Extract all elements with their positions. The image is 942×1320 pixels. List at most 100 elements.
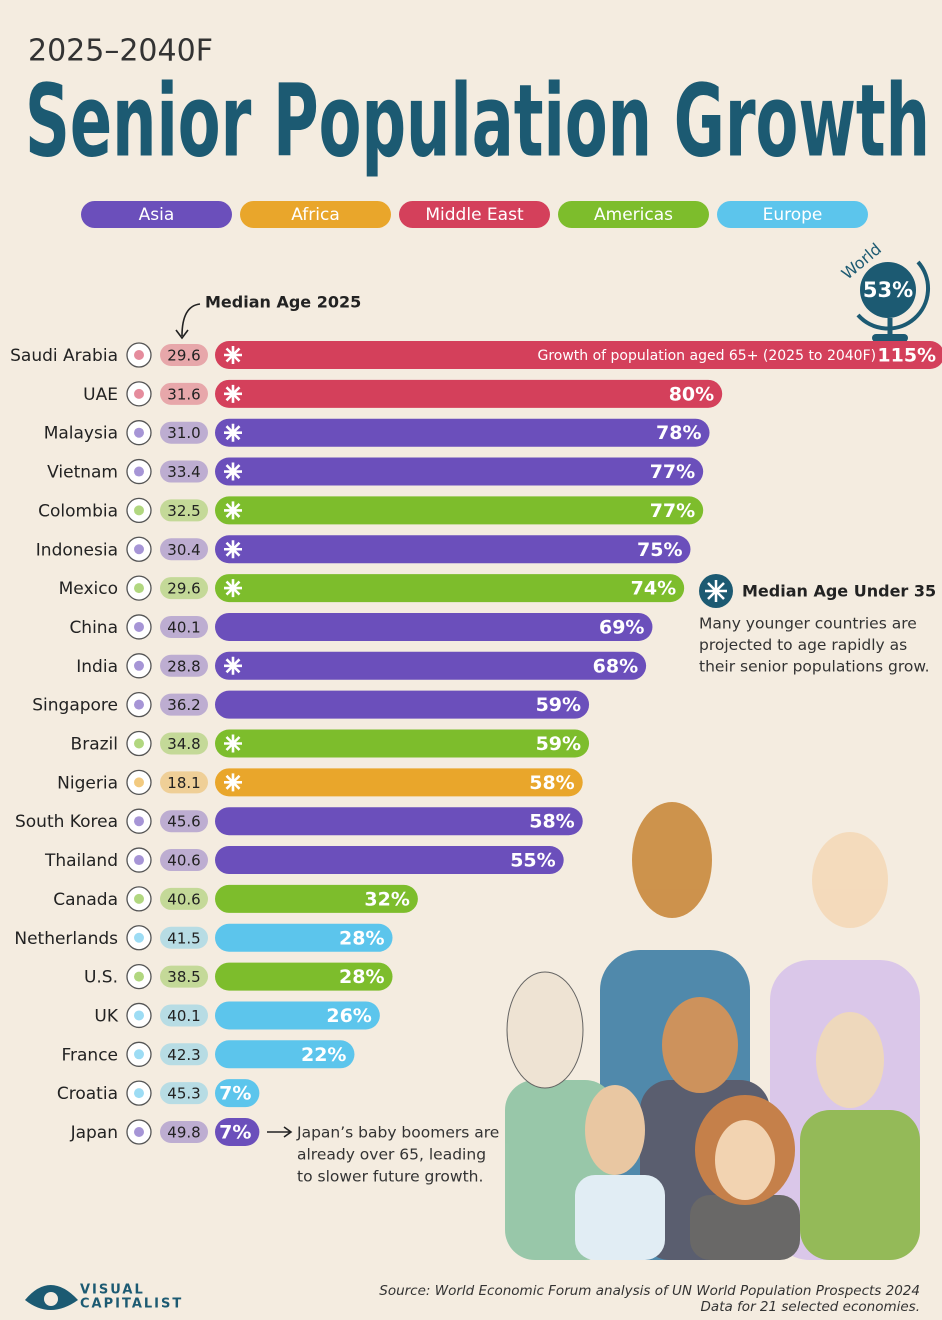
median-age-pill	[160, 1082, 208, 1105]
under-35-marker	[224, 462, 242, 481]
median-age-label: 41.5	[167, 929, 200, 947]
legend-swatch	[717, 201, 868, 228]
bar	[215, 690, 590, 719]
note-title: Median Age Under 35	[742, 582, 936, 601]
country-name: UAE	[83, 385, 118, 405]
value-label: 22%	[301, 1044, 346, 1066]
flag-center	[134, 932, 144, 943]
country-name: Saudi Arabia	[10, 346, 118, 366]
median-age-pill	[160, 421, 208, 444]
median-age-label: 34.8	[167, 735, 200, 753]
median-age-pill	[160, 1121, 208, 1143]
median-age-label: 42.3	[167, 1046, 200, 1064]
value-label: 59%	[536, 694, 581, 716]
country-name: France	[61, 1045, 118, 1065]
under-35-marker	[224, 346, 242, 364]
median-arrow	[175, 303, 201, 340]
legend-label: Africa	[291, 205, 340, 225]
brand: CAPITALIST	[80, 1297, 183, 1312]
median-age-label: 33.4	[167, 463, 200, 481]
bar	[215, 1079, 260, 1108]
note-text: Many younger countries are	[699, 615, 917, 633]
median-age-pill	[160, 810, 208, 833]
median-age-pill	[160, 965, 208, 988]
japan-note: to slower future growth.	[297, 1168, 483, 1186]
median-age-label: 45.3	[167, 1085, 200, 1103]
flag-center	[134, 738, 144, 749]
value-label: 78%	[656, 422, 701, 444]
median-age-label: 31.0	[167, 424, 200, 442]
median-age-pill	[160, 1043, 208, 1066]
under-35-marker	[224, 579, 242, 598]
flag-center	[134, 893, 144, 904]
note-star	[705, 580, 727, 602]
legend-label: Americas	[594, 205, 673, 225]
flag-center	[134, 466, 144, 477]
value-label: 59%	[536, 733, 581, 755]
median-age-pill	[160, 1004, 208, 1027]
bar	[215, 535, 691, 564]
median-age-pill	[160, 771, 208, 794]
flag-center	[134, 544, 144, 555]
flag-center	[134, 1049, 144, 1060]
flag-center	[134, 816, 144, 827]
median-age-title: Median Age 2025	[205, 293, 361, 312]
under-35-marker	[224, 540, 242, 559]
country-name: Malaysia	[44, 424, 118, 444]
japan-note: Japan’s baby boomers are	[296, 1124, 499, 1142]
median-age-pill	[160, 887, 208, 910]
brand: VISUAL	[80, 1283, 145, 1298]
median-age-label: 40.6	[167, 890, 200, 908]
bar	[215, 768, 583, 797]
subtitle: 2025–2040F	[28, 34, 213, 69]
median-age-label: 29.6	[167, 580, 200, 598]
flag-center	[134, 427, 144, 438]
flag-center	[134, 1010, 144, 1021]
country-name: Canada	[53, 890, 118, 910]
bar	[215, 457, 704, 486]
bar	[215, 496, 704, 525]
country-name: China	[69, 618, 118, 638]
bar	[215, 574, 685, 603]
country-name: Colombia	[38, 501, 118, 521]
median-age-label: 28.8	[167, 657, 200, 675]
illustration	[505, 802, 920, 1260]
globe-ring	[856, 260, 930, 331]
country-name: Vietnam	[47, 463, 118, 483]
value-label: 68%	[593, 655, 638, 677]
world-value-mark	[860, 262, 916, 318]
flag-center	[134, 583, 144, 594]
bar	[215, 651, 647, 680]
flag-center	[134, 777, 144, 788]
median-age-pill	[160, 615, 208, 638]
under-35-marker	[224, 656, 242, 675]
value-label: 28%	[339, 927, 384, 949]
flag-center	[134, 1088, 144, 1099]
value-label: 77%	[650, 461, 695, 483]
bar	[215, 341, 942, 369]
bar	[215, 807, 583, 836]
bar-annotation: Growth of population aged 65+ (2025 to 2…	[537, 348, 876, 364]
country-name: Indonesia	[36, 540, 118, 560]
source: Source: World Economic Forum analysis of…	[379, 1283, 920, 1299]
flag-center	[134, 660, 144, 671]
legend-label: Europe	[763, 205, 823, 225]
median-age-label: 31.6	[167, 385, 200, 403]
median-age-label: 40.1	[167, 1007, 200, 1025]
country-name: Croatia	[57, 1084, 118, 1104]
chart-title: Senior Population Growth	[25, 62, 930, 179]
flag-center	[134, 1127, 144, 1137]
flag-center	[134, 621, 144, 632]
logo-eye	[44, 1292, 58, 1306]
median-age-pill	[160, 654, 208, 677]
median-age-label: 36.2	[167, 696, 200, 714]
note-text: projected to age rapidly as	[699, 636, 907, 654]
bar	[215, 1001, 380, 1030]
country-name: Brazil	[71, 735, 118, 755]
country-name: UK	[94, 1006, 118, 1026]
median-age-pill	[160, 382, 208, 405]
median-age-pill	[160, 344, 208, 366]
flag-center	[134, 505, 144, 516]
